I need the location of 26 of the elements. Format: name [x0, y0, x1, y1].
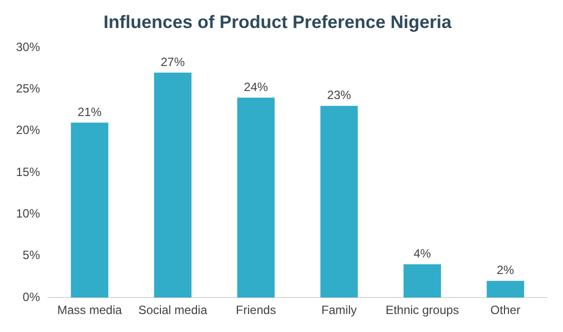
y-tick-label: 10%: [16, 206, 40, 221]
bar: [404, 264, 441, 298]
x-tick-label: Other: [490, 303, 520, 318]
bar: [237, 98, 275, 298]
y-tick-label: 25%: [16, 82, 40, 96]
bar: [70, 122, 108, 298]
x-tick-label: Family: [321, 303, 357, 318]
bar: [154, 72, 192, 298]
data-label: 24%: [244, 80, 268, 94]
y-tick-label: 30%: [16, 40, 40, 54]
data-label: 2%: [496, 263, 514, 278]
chart-title: Influences of Product Preference Nigeria: [103, 12, 453, 32]
x-tick-label: Friends: [236, 303, 276, 318]
bar: [486, 280, 524, 298]
bar: [320, 106, 358, 298]
data-label: 27%: [160, 54, 186, 69]
y-tick-label: 0%: [22, 290, 40, 304]
x-tick-label: Ethnic groups: [386, 303, 459, 318]
x-tick-label: Mass media: [57, 303, 122, 318]
data-label: 4%: [414, 246, 432, 261]
y-tick-label: 15%: [16, 164, 40, 179]
data-label: 23%: [327, 88, 352, 102]
x-tick-label: Social media: [138, 303, 208, 318]
y-tick-label: 20%: [16, 123, 40, 138]
data-label: 21%: [78, 104, 102, 119]
y-tick-label: 5%: [22, 248, 40, 262]
